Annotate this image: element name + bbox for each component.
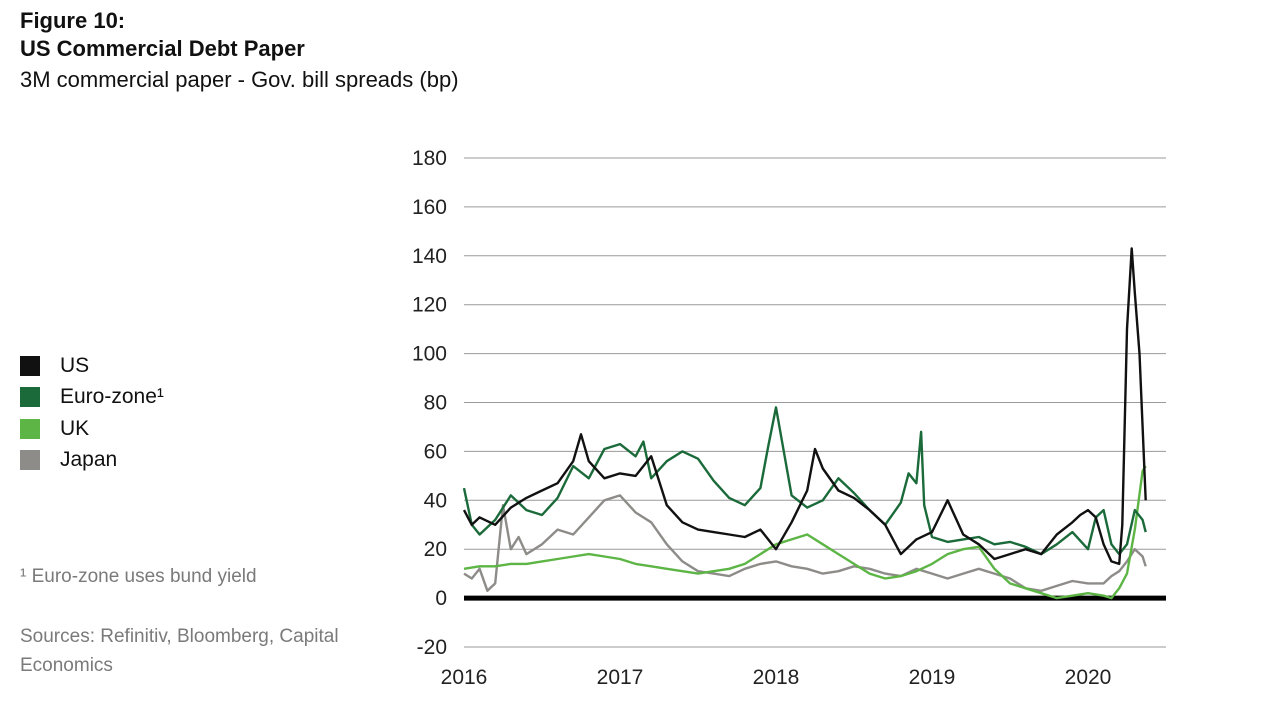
legend-item-japan: Japan [20, 445, 164, 477]
y-tick-label: -20 [417, 636, 447, 659]
legend-label-euro-zone: Euro-zone¹ [60, 385, 164, 409]
x-tick-label: 2020 [1065, 666, 1112, 689]
series-line-uk [463, 465, 1147, 600]
x-tick-label: 2018 [753, 666, 800, 689]
legend-swatch-japan [20, 450, 40, 471]
y-tick-label: 60 [424, 440, 447, 463]
chart-subtitle: 3M commercial paper - Gov. bill spreads … [20, 67, 459, 92]
y-tick-label: 140 [412, 245, 447, 268]
series-line-us [462, 247, 1147, 566]
x-tick-label: 2019 [909, 666, 956, 689]
legend-label-japan: Japan [60, 448, 118, 472]
legend-swatch-us [20, 355, 40, 376]
series-line-japan [463, 494, 1147, 592]
x-tick-label: 2016 [441, 666, 488, 689]
chart-title: US Commercial Debt Paper [20, 36, 305, 61]
legend-label-uk: UK [60, 416, 90, 440]
sources-note: Sources: Refinitiv, Bloomberg, Capital E… [20, 626, 339, 676]
footnote: ¹ Euro-zone uses bund yield [20, 566, 257, 587]
figure-label: Figure 10: [20, 8, 126, 33]
x-tick-label: 2017 [597, 666, 644, 689]
y-tick-label: 40 [424, 489, 447, 512]
legend-swatch-euro-zone [20, 387, 40, 408]
y-tick-label: 80 [424, 392, 447, 415]
legend-label-us: US [60, 353, 90, 377]
y-tick-label: 20 [424, 538, 447, 561]
legend-item-uk: UK [20, 413, 164, 445]
series-line-euro-zone [462, 406, 1147, 556]
y-tick-label: 100 [412, 343, 447, 366]
legend-item-euro-zone: Euro-zone¹ [20, 382, 164, 414]
legend-swatch-uk [20, 418, 40, 439]
legend-item-us: US [20, 350, 164, 382]
y-tick-label: 180 [412, 147, 447, 170]
y-tick-label: 120 [412, 294, 447, 317]
y-tick-label: 160 [412, 196, 447, 219]
chart-legend: US Euro-zone¹ UK Japan [20, 350, 164, 476]
y-tick-label: 0 [435, 587, 447, 610]
